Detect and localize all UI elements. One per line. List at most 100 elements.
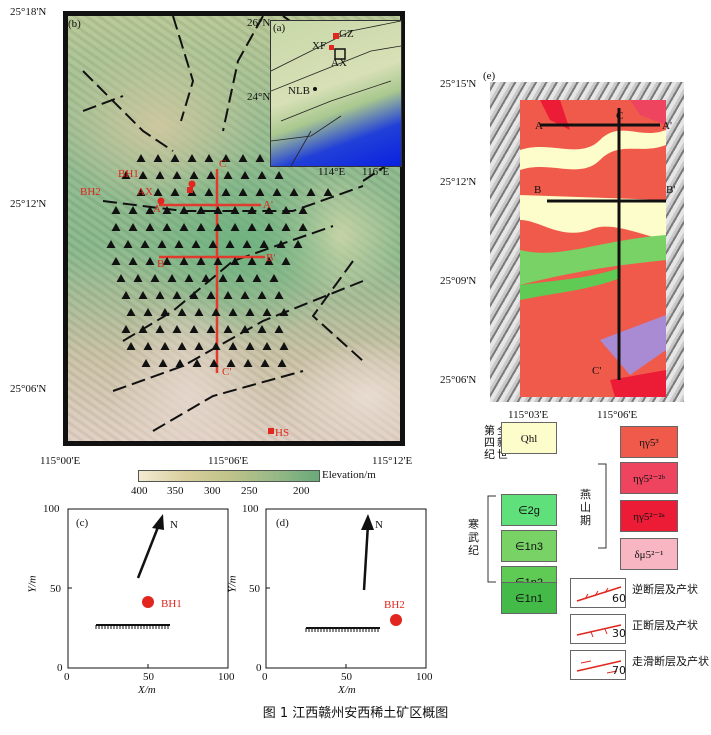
sensor-marker: [157, 240, 167, 248]
sensor-marker: [235, 274, 245, 282]
profile-e-c-prime: C': [592, 365, 602, 377]
d-x-tick: 0: [262, 671, 268, 683]
legend-fault-reverse: [570, 578, 626, 608]
panel-d-label: (d): [276, 517, 289, 529]
sensor-marker: [179, 223, 189, 231]
sensor-marker: [192, 359, 202, 367]
place-ax: AX: [331, 57, 347, 69]
e-lat-tick: 25°15'N: [440, 78, 477, 90]
sensor-marker: [167, 274, 177, 282]
sensor-marker: [226, 359, 236, 367]
sensor-marker: [111, 257, 121, 265]
site-label-ax: AX: [137, 186, 153, 198]
c-ylabel: Y/m: [26, 575, 39, 593]
sensor-marker: [221, 188, 231, 196]
legend-cambrian-label: 寒武纪: [468, 518, 479, 557]
sensor-marker: [141, 359, 151, 367]
elev-tick: 250: [241, 485, 258, 497]
d-ylabel: Y/m: [226, 575, 239, 593]
sensor-marker: [187, 154, 197, 162]
north-label-c: N: [170, 519, 178, 531]
sensor-marker: [121, 325, 131, 333]
c-y-tick: 0: [57, 662, 63, 674]
sensor-marker: [272, 188, 282, 196]
panel-a-label: (a): [273, 22, 286, 34]
legend-fault-strike-slip: [570, 650, 626, 680]
sensor-marker: [155, 171, 165, 179]
borehole-label-c: BH1: [161, 598, 182, 610]
c-x-tick: 50: [143, 671, 154, 683]
sensor-array: [106, 154, 333, 367]
sensor-marker: [206, 325, 216, 333]
borehole-label-d: BH2: [384, 599, 405, 611]
sensor-marker: [170, 188, 180, 196]
sensor-marker: [126, 308, 136, 316]
fault-dip: 30: [612, 627, 626, 640]
d-y-tick: 100: [242, 503, 259, 515]
sensor-marker: [160, 308, 170, 316]
place-gz: GZ: [339, 28, 354, 40]
sensor-marker: [213, 257, 223, 265]
profile-e-b: B: [534, 184, 542, 196]
d-y-tick: 0: [256, 662, 262, 674]
sensor-marker: [240, 291, 250, 299]
profile-b-a: A: [153, 203, 161, 215]
c-y-tick: 100: [43, 503, 60, 515]
sensor-marker: [245, 342, 255, 350]
sensor-marker: [194, 342, 204, 350]
c-xlabel: X/m: [138, 684, 156, 696]
sensor-marker: [230, 223, 240, 231]
sensor-marker: [274, 291, 284, 299]
profile-b-b-prime: B': [266, 252, 276, 264]
sensor-marker: [257, 325, 267, 333]
b-lon-tick: 115°06'E: [208, 455, 249, 467]
sensor-marker: [240, 325, 250, 333]
sensor-marker: [247, 223, 257, 231]
legend-quaternary-label-a: 第四纪: [484, 424, 495, 461]
sensor-marker: [279, 342, 289, 350]
panel-e-geology: [520, 100, 666, 397]
c-x-tick: 100: [218, 671, 235, 683]
fault-lines: [82, 15, 394, 432]
profile-e-a: A: [535, 120, 543, 132]
sensor-marker: [121, 291, 131, 299]
a-lat-tick: 26°N: [247, 17, 271, 29]
sensor-marker: [179, 206, 189, 214]
sensor-marker: [213, 223, 223, 231]
panel-b-overlay: [82, 15, 394, 434]
sensor-marker: [230, 257, 240, 265]
sensor-marker: [172, 291, 182, 299]
e-lon-tick: 115°06'E: [597, 409, 638, 421]
sensor-marker: [276, 240, 286, 248]
profile-b-c: C: [219, 158, 227, 170]
a-lat-tick: 24°N: [247, 91, 271, 103]
sensor-marker: [136, 188, 146, 196]
profile-e-b-prime: B': [666, 184, 676, 196]
sensor-marker: [136, 154, 146, 162]
sensor-marker: [259, 240, 269, 248]
sensor-marker: [162, 206, 172, 214]
sensor-marker: [230, 206, 240, 214]
bh1-marker: [188, 180, 196, 188]
a-lon-tick: 114°E: [318, 166, 346, 178]
profile-e-c: C: [616, 110, 624, 122]
sensor-marker: [196, 223, 206, 231]
sensor-marker: [211, 308, 221, 316]
elev-tick: 300: [204, 485, 221, 497]
legend-eta-gamma-2-2b: ηγ5²⁻²ᵇ: [620, 462, 678, 494]
legend-e2g: ∈2g: [501, 494, 557, 526]
sensor-marker: [123, 240, 133, 248]
sensor-marker: [145, 257, 155, 265]
north-label-d: N: [375, 519, 383, 531]
sensor-marker: [225, 240, 235, 248]
figure-caption: 图 1 江西赣州安西稀土矿区概图: [262, 706, 449, 721]
sensor-marker: [208, 240, 218, 248]
sensor-marker: [262, 308, 272, 316]
legend-delta-mu: δμ5²⁻¹: [620, 538, 678, 570]
sensor-marker: [196, 206, 206, 214]
sensor-marker: [145, 206, 155, 214]
sensor-marker: [274, 171, 284, 179]
sensor-marker: [106, 240, 116, 248]
sensor-marker: [133, 274, 143, 282]
sensor-marker: [116, 274, 126, 282]
